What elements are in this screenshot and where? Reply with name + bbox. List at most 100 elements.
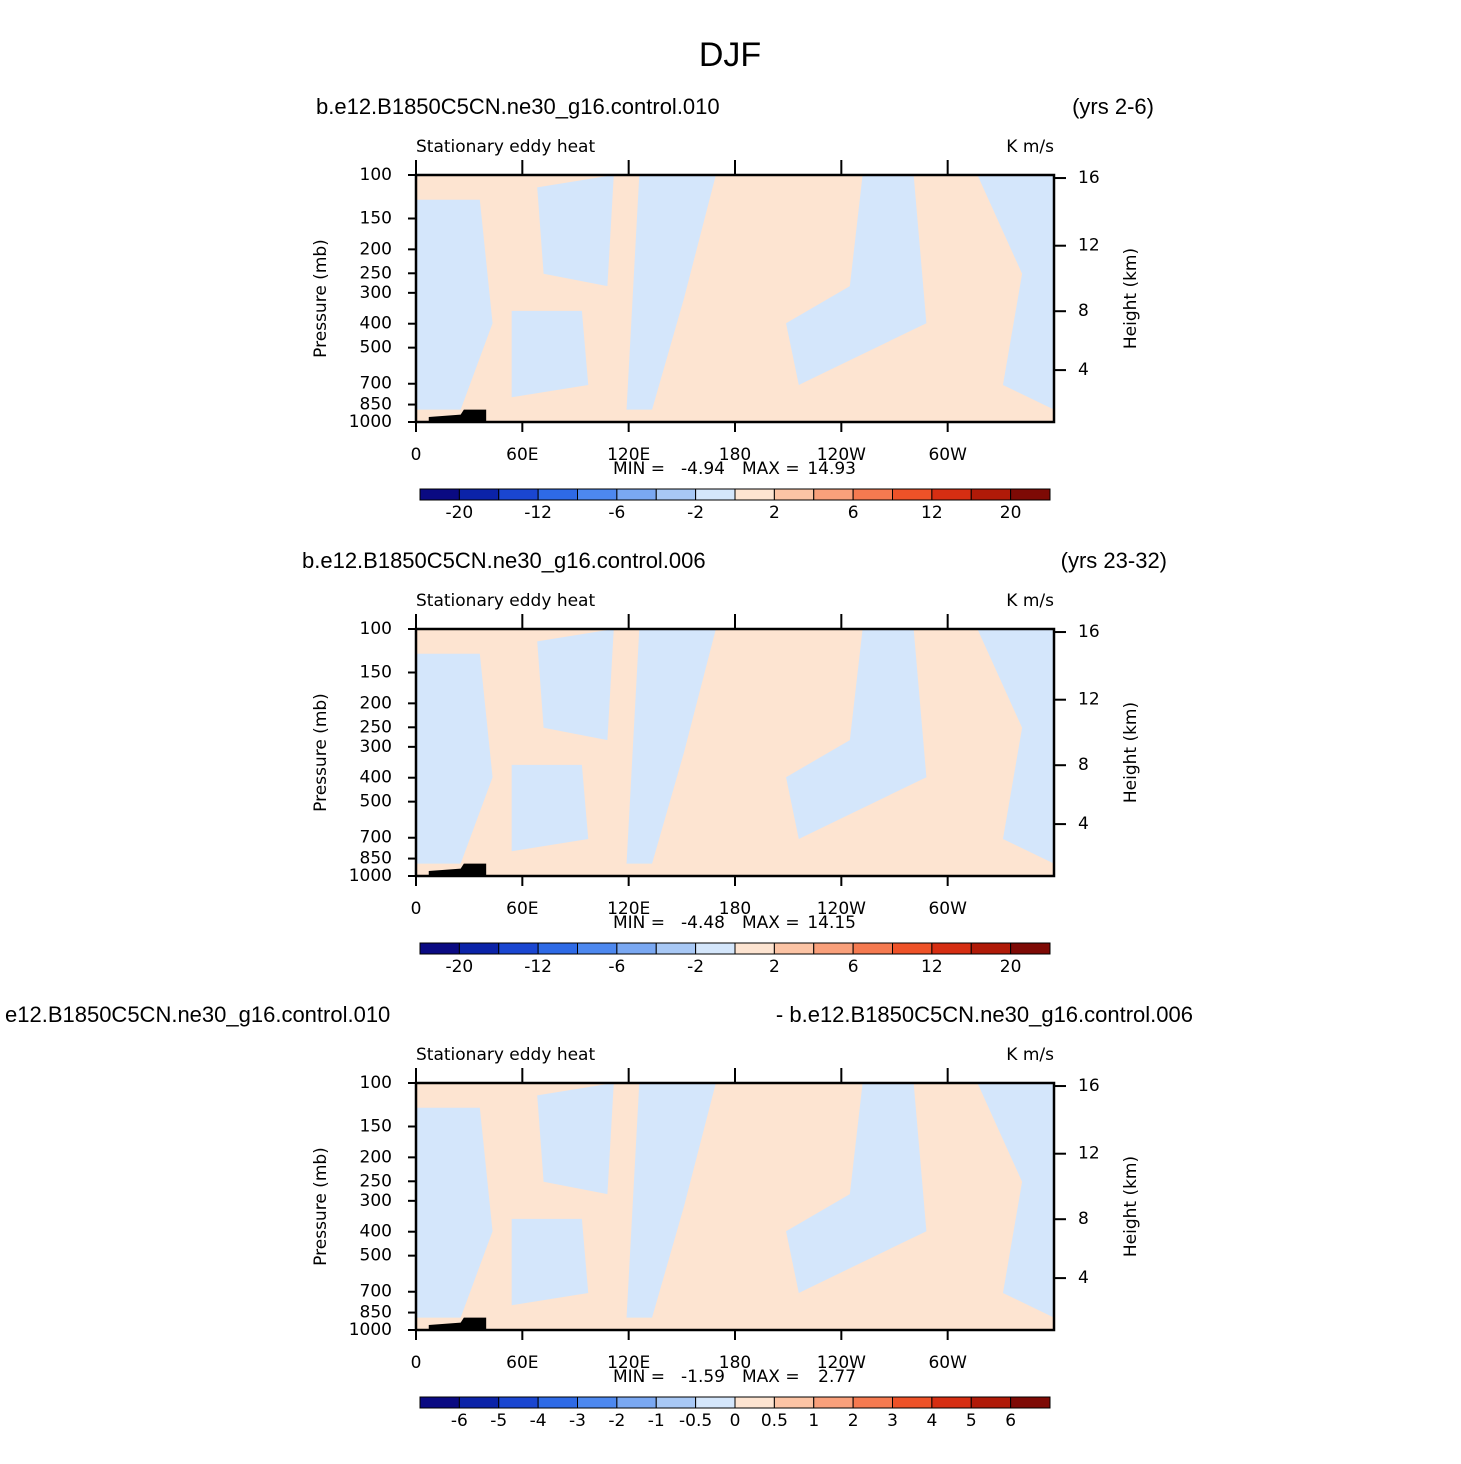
colorbar-box: [498, 488, 539, 501]
field-region: [626, 175, 716, 410]
colorbar-box: [419, 488, 460, 501]
colorbar-box: [734, 942, 775, 955]
y-tick-label: 850: [360, 1303, 392, 1323]
panel-title-left: b.e12.B1850C5CN.ne30_g16.control.006: [302, 548, 706, 573]
x-tick-label: 120E: [607, 1353, 650, 1373]
colorbar-label: -1: [648, 1411, 665, 1431]
colorbar-box: [852, 942, 893, 955]
field-region: [977, 1083, 1054, 1318]
field-region: [626, 629, 716, 864]
terrain: [428, 863, 487, 876]
max-label: MAX =: [742, 1367, 800, 1387]
panel-title-left: e12.B1850C5CN.ne30_g16.control.010: [5, 1002, 390, 1027]
y-tick-label: 300: [360, 1191, 392, 1211]
colorbar-box: [695, 488, 736, 501]
terrain: [428, 1317, 487, 1330]
y-tick-label: 100: [360, 1073, 392, 1093]
field-region: [786, 629, 927, 839]
max-value: 14.15: [807, 913, 856, 933]
field-region: [511, 764, 589, 852]
y-tick-label: 500: [360, 792, 392, 812]
y2-tick-label: 4: [1078, 1268, 1089, 1288]
y-tick-label: 1000: [349, 1320, 392, 1340]
y2-axis-label: Height (km): [1121, 248, 1141, 349]
colorbar-label: 2: [769, 957, 780, 977]
colorbar-box: [1010, 488, 1051, 501]
colorbar-label: 6: [848, 503, 859, 523]
x-tick-label: 60E: [506, 899, 538, 919]
colorbar-label: 20: [1000, 503, 1022, 523]
field-region: [786, 175, 927, 385]
min-value: -1.59: [681, 1367, 725, 1387]
colorbar-box: [813, 1396, 854, 1409]
colorbar-box: [616, 942, 657, 955]
field-region: [537, 629, 614, 741]
y2-tick-label: 4: [1078, 814, 1089, 834]
x-tick-label: 0: [411, 899, 422, 919]
y-tick-label: 150: [360, 1116, 392, 1136]
min-label: MIN =: [613, 1367, 665, 1387]
y-tick-label: 1000: [349, 412, 392, 432]
y2-tick-label: 16: [1078, 622, 1100, 642]
colorbar-label: -12: [524, 957, 552, 977]
colorbar-box: [458, 1396, 500, 1409]
y-tick-label: 200: [360, 1147, 392, 1167]
left-string: Stationary eddy heat: [416, 591, 595, 611]
colorbar-label: -4: [530, 1411, 547, 1431]
y2-tick-label: 12: [1078, 1144, 1100, 1164]
colorbar-label: 20: [1000, 957, 1022, 977]
colorbar-box: [577, 488, 618, 501]
left-string: Stationary eddy heat: [416, 137, 595, 157]
min-label: MIN =: [613, 459, 665, 479]
colorbar-box: [773, 942, 815, 955]
colorbar-box: [655, 942, 697, 955]
x-tick-label: 0: [411, 445, 422, 465]
colorbar-label: -12: [524, 503, 552, 523]
y-tick-label: 200: [360, 693, 392, 713]
min-label: MIN =: [613, 913, 665, 933]
colorbar-box: [537, 488, 578, 501]
colorbar-box: [892, 942, 933, 955]
y-tick-label: 500: [360, 1246, 392, 1266]
colorbar-box: [892, 488, 933, 501]
colorbar-label: 0.5: [761, 1411, 788, 1431]
colorbar-box: [852, 488, 893, 501]
colorbar-box: [931, 1396, 972, 1409]
panel-title-left: b.e12.B1850C5CN.ne30_g16.control.010: [316, 94, 720, 119]
colorbar-box: [813, 488, 854, 501]
colorbar-label: -20: [445, 503, 473, 523]
panel-title-right: - b.e12.B1850C5CN.ne30_g16.control.006: [776, 1002, 1193, 1027]
max-label: MAX =: [742, 913, 800, 933]
y-tick-label: 850: [360, 849, 392, 869]
colorbar-label: 1: [808, 1411, 819, 1431]
colorbar-box: [970, 488, 1012, 501]
y-tick-label: 300: [360, 737, 392, 757]
y2-axis-label: Height (km): [1121, 1156, 1141, 1257]
field-region: [511, 1218, 589, 1306]
y2-tick-label: 8: [1078, 301, 1089, 321]
x-tick-label: 60E: [506, 445, 538, 465]
y-axis-label: Pressure (mb): [311, 693, 331, 812]
x-tick-label: 180: [719, 445, 751, 465]
colorbar-label: 6: [848, 957, 859, 977]
y-tick-label: 250: [360, 1171, 392, 1191]
colorbar-box: [931, 942, 972, 955]
colorbar-box: [419, 942, 460, 955]
colorbar-box: [537, 942, 578, 955]
colorbar-box: [498, 1396, 539, 1409]
x-tick-label: 120W: [817, 445, 866, 465]
y-tick-label: 400: [360, 314, 392, 334]
colorbar-label: -0.5: [679, 1411, 712, 1431]
max-value: 14.93: [807, 459, 856, 479]
x-tick-label: 180: [719, 1353, 751, 1373]
colorbar-box: [931, 488, 972, 501]
colorbar-box: [616, 488, 657, 501]
left-string: Stationary eddy heat: [416, 1045, 595, 1065]
field-region: [537, 175, 614, 287]
x-tick-label: 60W: [928, 1353, 967, 1373]
x-tick-label: 120W: [817, 1353, 866, 1373]
colorbar-box: [695, 1396, 736, 1409]
colorbar-box: [813, 942, 854, 955]
y2-axis-label: Height (km): [1121, 702, 1141, 803]
